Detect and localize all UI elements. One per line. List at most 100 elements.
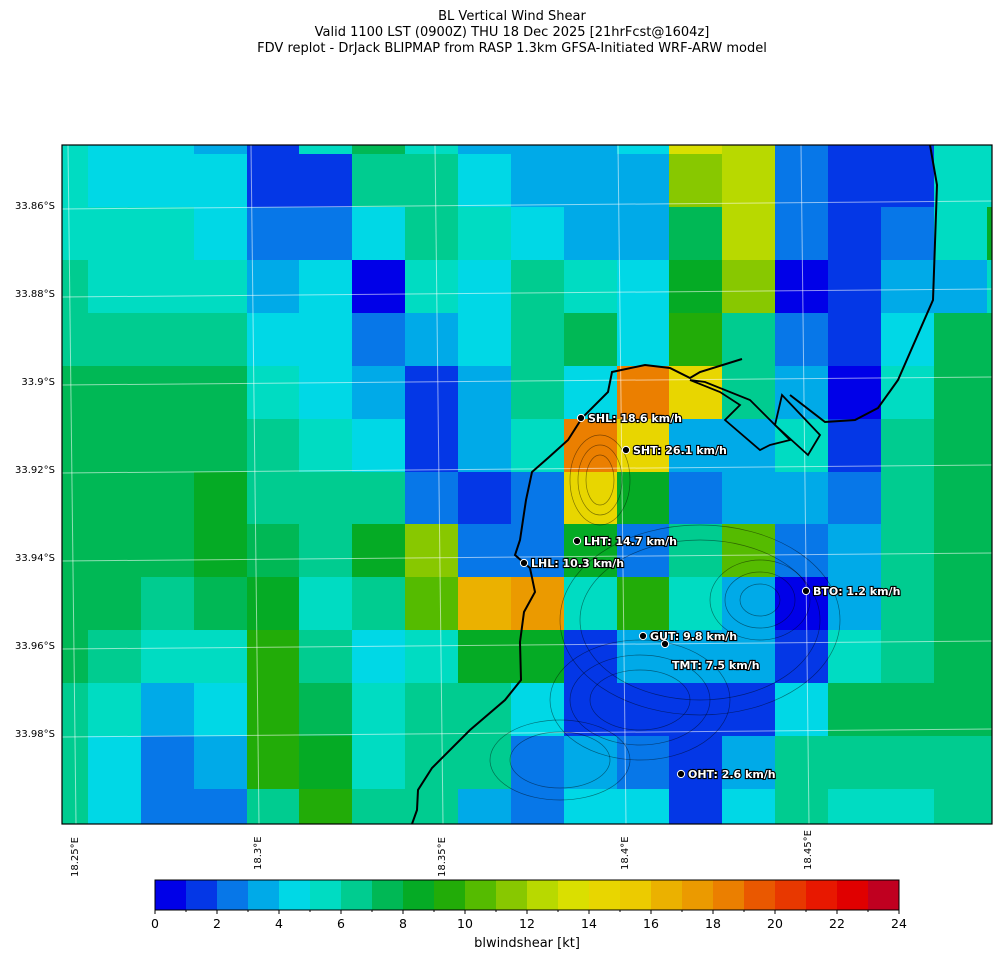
heatmap-cell (828, 260, 882, 314)
heatmap-cell (775, 145, 829, 155)
heatmap-cell (987, 260, 993, 314)
heatmap-cell (405, 472, 459, 525)
heatmap-cell (564, 260, 618, 314)
heatmap-cell (828, 207, 882, 261)
heatmap-cell (247, 260, 300, 314)
heatmap-cell (458, 145, 512, 155)
heatmap-cell (458, 577, 512, 631)
y-tick-label: 33.98°S (15, 729, 55, 740)
heatmap-cell (617, 789, 670, 825)
heatmap-cell (828, 419, 882, 473)
station-marker[interactable] (519, 558, 529, 568)
terrain-contour (569, 434, 631, 526)
heatmap-cell (405, 154, 459, 208)
station-marker[interactable] (676, 769, 686, 779)
terrain-contour (579, 539, 821, 701)
heatmap-cell (934, 736, 988, 790)
heatmap-cell (828, 524, 882, 578)
heatmap-cell (669, 419, 723, 473)
heatmap-cell (299, 472, 353, 525)
station-marker[interactable] (638, 631, 648, 641)
heatmap-cell (141, 260, 195, 314)
colorbar-tick-label: 2 (213, 916, 221, 931)
heatmap-cell (775, 524, 829, 578)
terrain-contour (509, 731, 611, 789)
heatmap-cell (458, 789, 512, 825)
heatmap-cell (934, 313, 988, 367)
heatmap-cell (352, 207, 406, 261)
heatmap-cell (617, 577, 670, 631)
heatmap-cell (617, 145, 670, 155)
heatmap-cell (405, 145, 459, 155)
colorbar-swatch (403, 880, 435, 910)
colorbar-tick-label: 0 (151, 916, 159, 931)
heatmap-cell (405, 366, 459, 420)
heatmap-cell (881, 260, 935, 314)
colorbar-swatch (496, 880, 528, 910)
heatmap-cell (934, 419, 988, 473)
heatmap-cell (194, 577, 248, 631)
heatmap-cell (352, 630, 406, 684)
heatmap-cell (352, 577, 406, 631)
heatmap-cell (881, 683, 935, 737)
y-tick-label: 33.88°S (15, 289, 55, 300)
heatmap-cell (564, 736, 618, 790)
heatmap-cell (299, 207, 353, 261)
heatmap-cell (299, 145, 353, 155)
heatmap-cell (62, 154, 89, 208)
heatmap-cell (458, 736, 512, 790)
heatmap-cell (405, 313, 459, 367)
longitude-gridline (800, 144, 810, 825)
heatmap-cell (247, 419, 300, 473)
heatmap-cell (617, 154, 670, 208)
heatmap-cell (987, 145, 993, 155)
colorbar-swatch (341, 880, 373, 910)
heatmap-cell (987, 736, 993, 790)
heatmap-cell (828, 472, 882, 525)
heatmap-cell (934, 472, 988, 525)
heatmap-cell (299, 154, 353, 208)
colorbar-tick-label: 10 (457, 916, 473, 931)
heatmap-cell (194, 260, 248, 314)
heatmap-cell (987, 207, 993, 261)
heatmap-cell (722, 154, 776, 208)
heatmap-cell (987, 313, 993, 367)
x-tick-label: 18.3°E (253, 836, 264, 870)
y-tick-label: 33.96°S (15, 641, 55, 652)
colorbar-tick-label: 20 (767, 916, 783, 931)
station-marker[interactable] (621, 445, 631, 455)
station-marker[interactable] (660, 639, 670, 649)
heatmap-cell (722, 630, 776, 684)
heatmap-cell (722, 789, 776, 825)
heatmap-cell (299, 789, 353, 825)
heatmap-cell (299, 524, 353, 578)
heatmap-cell (299, 366, 353, 420)
heatmap-cell (247, 789, 300, 825)
terrain-contour (709, 559, 811, 641)
colorbar-swatch (806, 880, 838, 910)
station-marker[interactable] (576, 413, 586, 423)
heatmap-cell (247, 154, 300, 208)
colorbar-swatch (217, 880, 249, 910)
station-marker[interactable] (572, 536, 582, 546)
heatmap-cell (564, 524, 618, 578)
heatmap-cell (299, 630, 353, 684)
heatmap-cell (564, 419, 618, 473)
heatmap-cell (405, 524, 459, 578)
heatmap-cell (194, 207, 248, 261)
plot-frame (61, 144, 993, 825)
heatmap-cell (88, 260, 142, 314)
heatmap-cell (722, 472, 776, 525)
heatmap-cell (247, 207, 300, 261)
heatmap-cell (62, 577, 89, 631)
heatmap-cell (88, 366, 142, 420)
colorbar-tick-label: 18 (705, 916, 721, 931)
heatmap-cell (669, 260, 723, 314)
colorbar-swatch (620, 880, 652, 910)
heatmap-cell (828, 683, 882, 737)
coastline-east (789, 144, 939, 424)
colorbar-swatch (775, 880, 807, 910)
station-marker[interactable] (801, 586, 811, 596)
heatmap-cell (299, 260, 353, 314)
heatmap-cell (458, 260, 512, 314)
